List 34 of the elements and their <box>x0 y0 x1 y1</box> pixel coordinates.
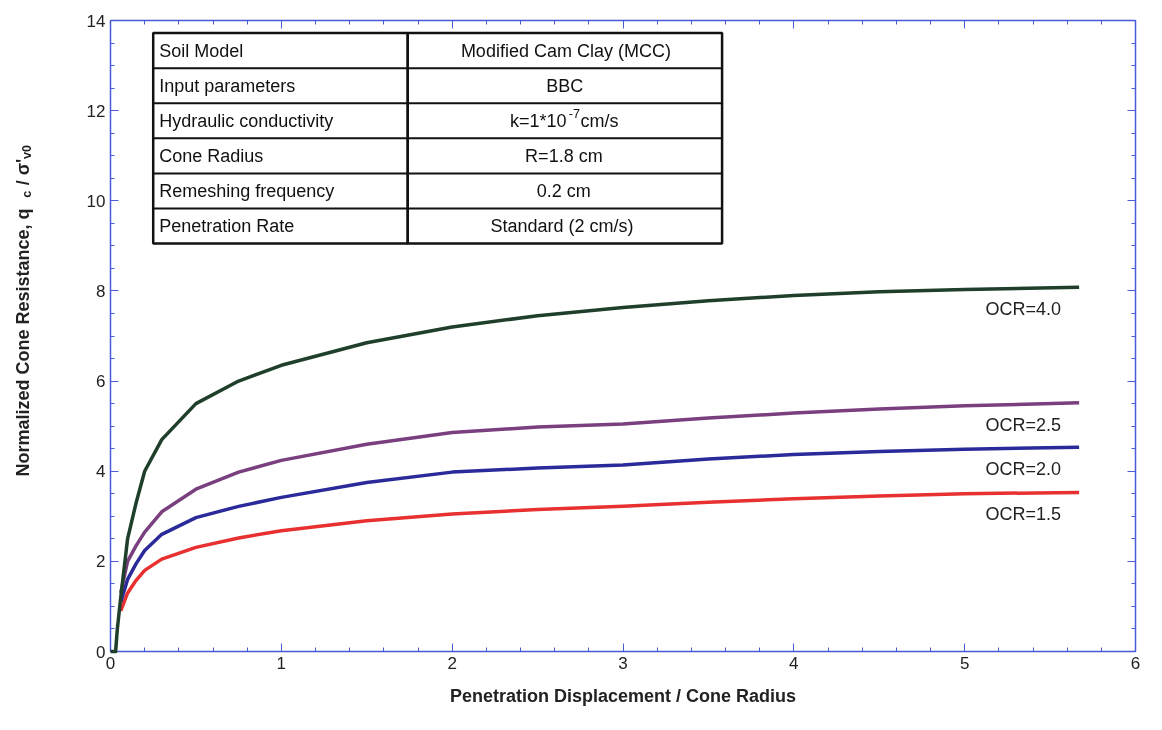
x-tick-label: 1 <box>276 653 287 673</box>
x-tick-label: 5 <box>959 653 970 673</box>
annotation: Input parameters <box>159 75 296 96</box>
y-tick-label: 8 <box>96 281 106 301</box>
annotation: BBC <box>546 75 584 96</box>
series-label: OCR=2.5 <box>985 414 1062 435</box>
y-tick-label: 6 <box>96 372 106 392</box>
line-series <box>108 285 1081 654</box>
annotation: Cone Radius <box>159 145 264 166</box>
annotation: 0.2 cm <box>536 180 591 201</box>
annotation: Standard (2 cm/s) <box>490 216 634 237</box>
x-tick-label: 2 <box>447 653 457 673</box>
y-tick-label: 12 <box>86 101 106 121</box>
x-tick-label: 3 <box>618 653 628 673</box>
series-label: OCR=4.0 <box>985 299 1062 320</box>
y-tick-label: 2 <box>96 552 106 572</box>
x-axis-title: Penetration Displacement / Cone Radius <box>449 685 797 706</box>
series-label: OCR=1.5 <box>985 504 1062 525</box>
x-tick-label: 6 <box>1130 653 1141 673</box>
annotation: Remeshing frequency <box>159 180 335 201</box>
annotation: Soil Model <box>159 40 244 61</box>
series-label: OCR=2.0 <box>985 459 1062 480</box>
line-series <box>119 400 1081 595</box>
annotation: Penetration Rate <box>159 216 295 237</box>
line-series <box>119 445 1081 604</box>
line-series <box>119 490 1081 613</box>
y-tick-label: 4 <box>96 462 106 482</box>
y-axis-title: Normalized Cone Resistance, qc / σ'v0 <box>12 144 34 477</box>
annotation: Modified Cam Clay (MCC) <box>460 40 671 61</box>
x-tick-label: 4 <box>789 653 799 673</box>
annotation: R=1.8 cm <box>525 145 603 166</box>
y-tick-label: 14 <box>86 11 106 31</box>
annotation: Hydraulic conductivity <box>159 110 334 131</box>
y-tick-label: 10 <box>86 191 106 211</box>
